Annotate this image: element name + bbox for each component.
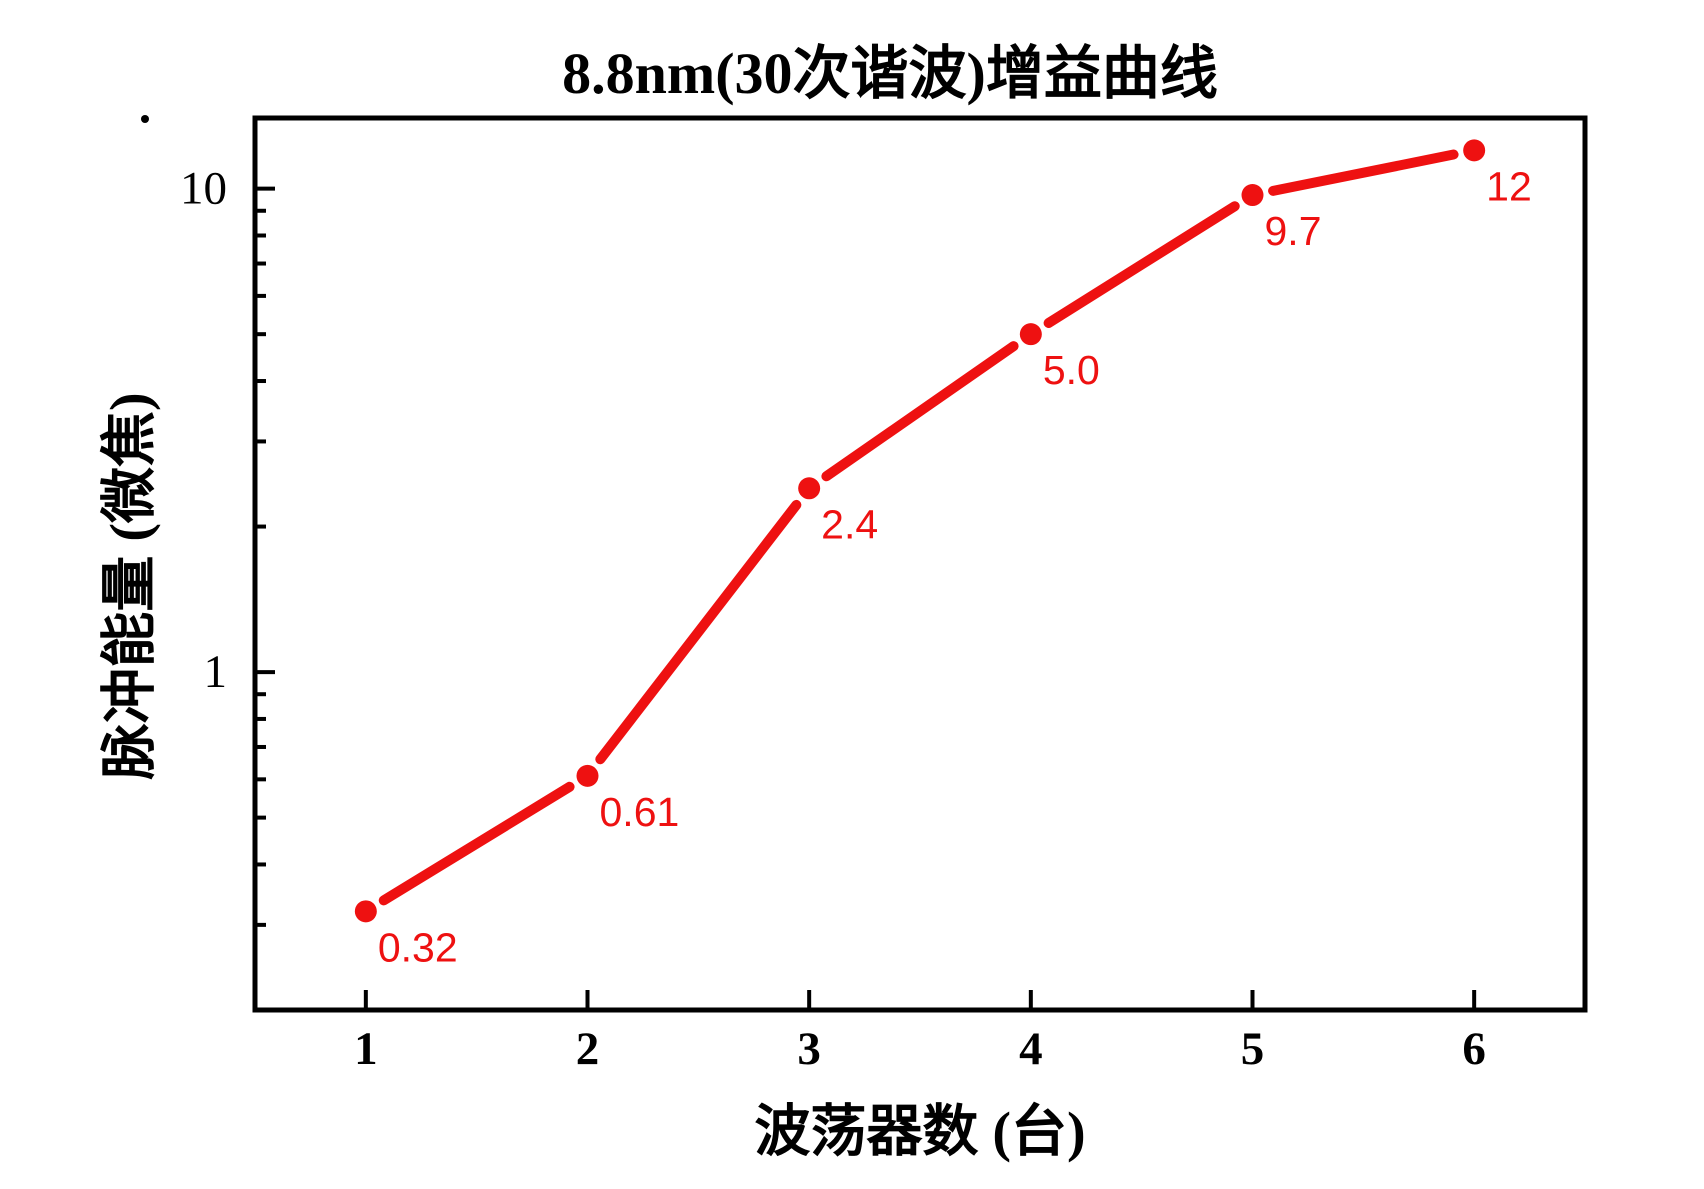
x-tick-label: 5 xyxy=(1241,1023,1265,1075)
data-point-marker xyxy=(1463,139,1486,162)
data-point-label: 9.7 xyxy=(1265,208,1322,254)
series-line-segment xyxy=(821,341,1019,482)
plot-border xyxy=(252,115,1588,1013)
data-point-label: 12 xyxy=(1486,163,1532,209)
data-point-label: 0.32 xyxy=(378,924,458,970)
x-tick-label: 6 xyxy=(1462,1023,1486,1075)
y-tick-label: 10 xyxy=(180,163,227,215)
data-point-marker xyxy=(354,900,377,923)
series-line-segment xyxy=(1268,149,1459,196)
data-point-label: 5.0 xyxy=(1043,347,1100,393)
chart-title: 8.8nm(30次谐波)增益曲线 xyxy=(562,41,1218,106)
data-point-label: 2.4 xyxy=(821,501,878,547)
y-tick-label: 1 xyxy=(204,646,228,698)
x-tick-label: 1 xyxy=(354,1023,378,1075)
data-point-label: 0.61 xyxy=(600,789,680,835)
data-point-marker xyxy=(798,477,821,500)
x-tick-label: 4 xyxy=(1019,1023,1043,1075)
x-tick-label: 2 xyxy=(576,1023,600,1075)
data-point-marker xyxy=(1019,323,1042,346)
series-line-segment xyxy=(378,781,575,906)
stray-ink-dot xyxy=(141,115,149,123)
series-line-segment xyxy=(595,499,802,765)
data-point-marker xyxy=(576,764,599,787)
data-point-marker xyxy=(1241,184,1264,207)
series-line-segment xyxy=(1043,201,1240,329)
x-tick-label: 3 xyxy=(797,1023,821,1075)
x-axis-label: 波荡器数 (台) xyxy=(754,1101,1086,1164)
